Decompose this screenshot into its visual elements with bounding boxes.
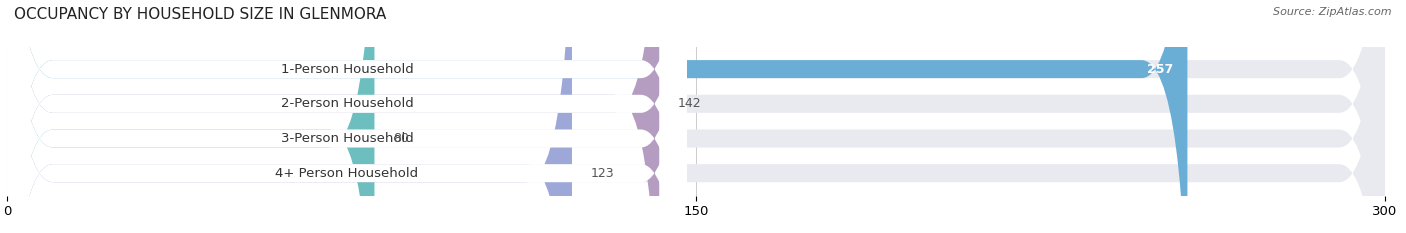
FancyBboxPatch shape	[7, 0, 1385, 233]
Text: 3-Person Household: 3-Person Household	[281, 132, 413, 145]
Text: 1-Person Household: 1-Person Household	[281, 63, 413, 76]
FancyBboxPatch shape	[7, 0, 686, 233]
FancyBboxPatch shape	[7, 0, 572, 233]
FancyBboxPatch shape	[7, 0, 1188, 233]
Text: 257: 257	[1147, 63, 1174, 76]
Text: 80: 80	[392, 132, 409, 145]
Text: 123: 123	[591, 167, 614, 180]
FancyBboxPatch shape	[7, 0, 659, 233]
FancyBboxPatch shape	[7, 0, 374, 233]
Text: OCCUPANCY BY HOUSEHOLD SIZE IN GLENMORA: OCCUPANCY BY HOUSEHOLD SIZE IN GLENMORA	[14, 7, 387, 22]
FancyBboxPatch shape	[7, 0, 1385, 233]
FancyBboxPatch shape	[7, 0, 686, 233]
Text: 4+ Person Household: 4+ Person Household	[276, 167, 419, 180]
Text: Source: ZipAtlas.com: Source: ZipAtlas.com	[1274, 7, 1392, 17]
FancyBboxPatch shape	[7, 0, 686, 233]
FancyBboxPatch shape	[7, 0, 1385, 233]
FancyBboxPatch shape	[7, 0, 686, 233]
Text: 142: 142	[678, 97, 702, 110]
FancyBboxPatch shape	[7, 0, 1385, 233]
Text: 2-Person Household: 2-Person Household	[281, 97, 413, 110]
